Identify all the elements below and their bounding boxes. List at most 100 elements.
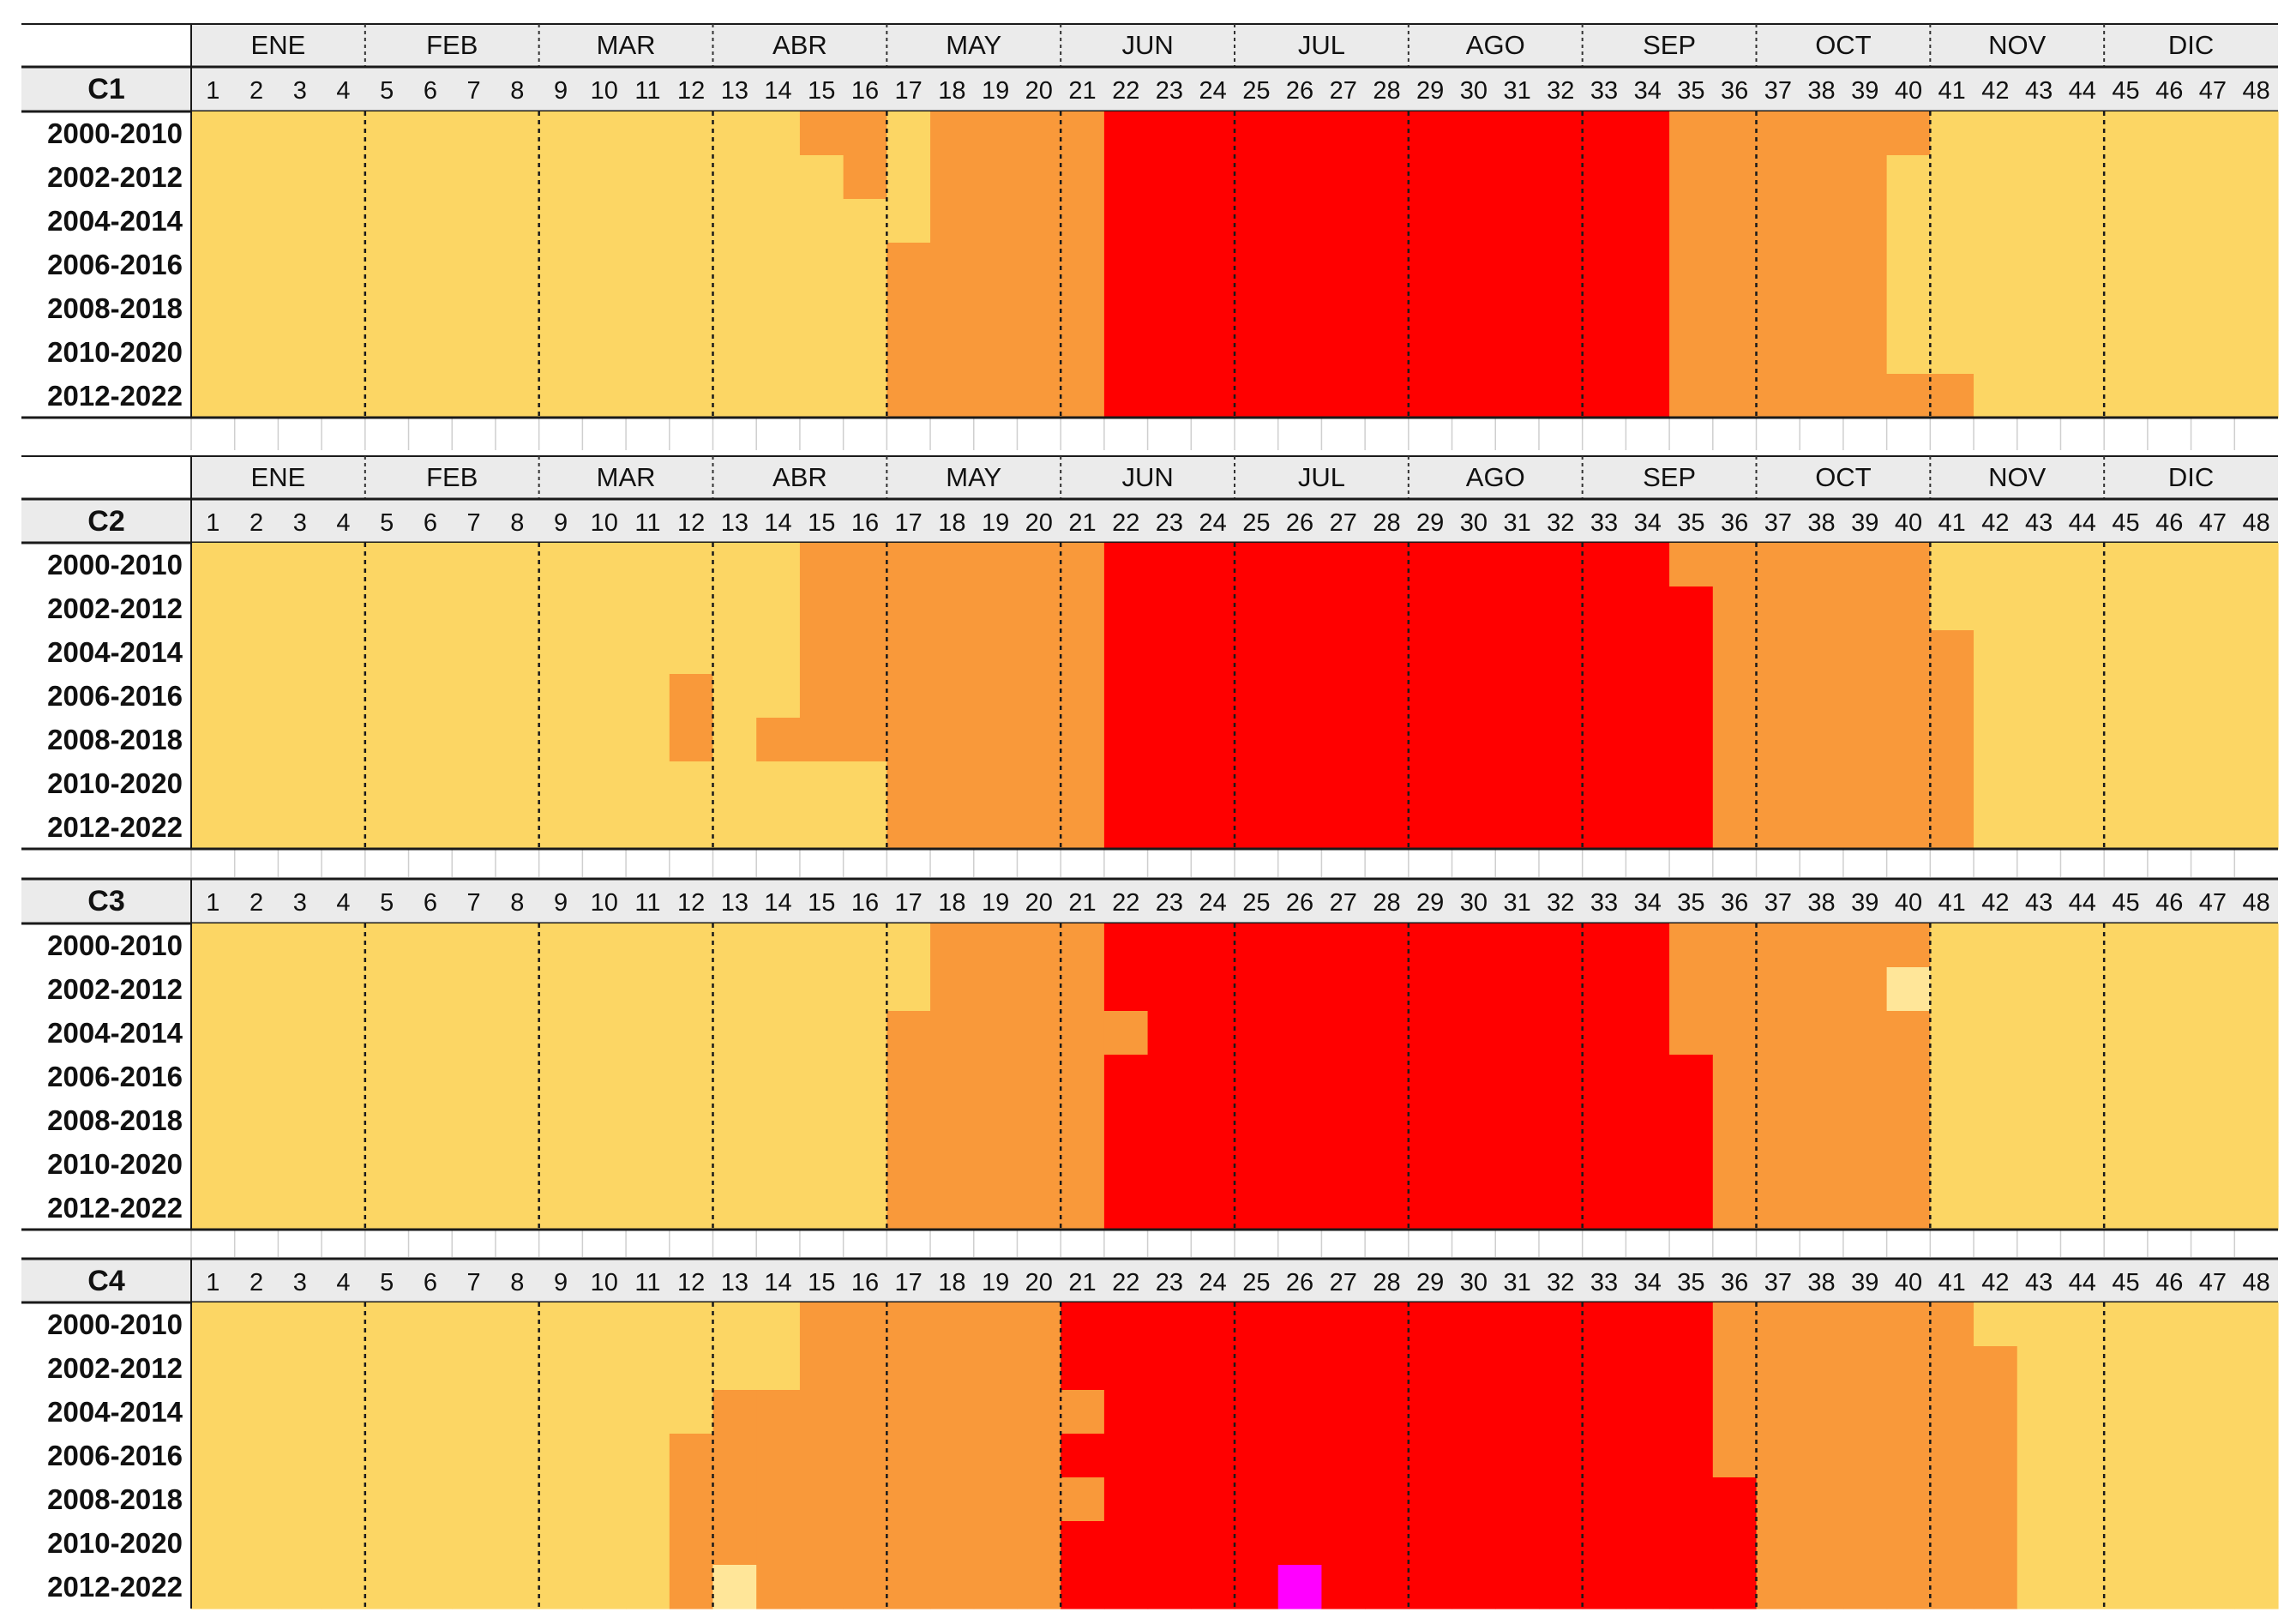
heatmap-cell-c3-4-5: [364, 1055, 410, 1099]
heatmap-cell-c4-1-33: [1582, 1302, 1626, 1347]
week-label: 8: [510, 1269, 524, 1296]
heatmap-cell-c2-4-47: [2191, 674, 2235, 719]
heatmap-cell-c4-6-30: [1452, 1521, 1496, 1566]
heatmap-cell-c1-7-15: [799, 374, 844, 418]
heatmap-cell-c2-2-25: [1235, 586, 1279, 631]
heatmap-cell-c1-4-8: [495, 243, 540, 287]
heatmap-cell-c1-2-35: [1669, 155, 1714, 200]
week-label: 41: [1938, 1269, 1966, 1296]
heatmap-cell-c1-5-36: [1712, 286, 1758, 331]
heatmap-cell-c3-2-34: [1626, 967, 1670, 1012]
heatmap-cell-c2-3-15: [799, 630, 844, 675]
week-label: 42: [1981, 1269, 2009, 1296]
heatmap-cell-c4-6-27: [1321, 1521, 1366, 1566]
period-label: 2006-2016: [47, 680, 183, 712]
heatmap-cell-c2-4-12: [669, 674, 714, 719]
heatmap-cell-c1-2-21: [1061, 155, 1105, 200]
heatmap-cell-c2-6-6: [408, 761, 453, 806]
week-label: 2: [249, 889, 263, 917]
heatmap-cell-c1-2-11: [626, 155, 670, 200]
heatmap-cell-c2-3-35: [1669, 630, 1714, 675]
heatmap-cell-c1-1-2: [234, 111, 279, 156]
heatmap-cell-c3-4-38: [1800, 1055, 1844, 1099]
heatmap-cell-c4-6-5: [364, 1521, 410, 1566]
heatmap-cell-c4-6-9: [538, 1521, 583, 1566]
heatmap-cell-c2-1-45: [2104, 543, 2149, 587]
heatmap-cell-c3-6-14: [756, 1142, 801, 1187]
heatmap-cell-c1-3-43: [2017, 199, 2062, 244]
heatmap-cell-c4-6-25: [1235, 1521, 1279, 1566]
heatmap-cell-c2-1-22: [1103, 543, 1149, 587]
heatmap-cell-c1-6-11: [626, 330, 670, 375]
heatmap-cell-c2-6-35: [1669, 761, 1714, 806]
heatmap-cell-c2-2-30: [1452, 586, 1496, 631]
heatmap-cell-c4-1-41: [1930, 1302, 1974, 1347]
heatmap-cell-c1-5-33: [1582, 286, 1626, 331]
week-label: 13: [721, 509, 748, 537]
week-label: 22: [1112, 509, 1139, 537]
heatmap-cell-c1-5-26: [1277, 286, 1323, 331]
heatmap-cell-c4-2-16: [843, 1346, 887, 1391]
heatmap-cell-c2-3-47: [2191, 630, 2235, 675]
week-label: 25: [1242, 1269, 1270, 1296]
heatmap-cell-c1-7-12: [669, 374, 714, 418]
heatmap-cell-c4-4-5: [364, 1434, 410, 1478]
heatmap-cell-c1-2-9: [538, 155, 583, 200]
heatmap-cell-c1-5-42: [1974, 286, 2018, 331]
heatmap-cell-c4-2-28: [1365, 1346, 1409, 1391]
heatmap-cell-c2-3-36: [1712, 630, 1758, 675]
heatmap-cell-c3-3-16: [843, 1011, 887, 1056]
heatmap-cell-c1-3-38: [1800, 199, 1844, 244]
heatmap-cell-c3-4-21: [1061, 1055, 1105, 1099]
heatmap-cell-c3-7-20: [1017, 1186, 1061, 1230]
heatmap-cell-c2-6-4: [322, 761, 366, 806]
heatmap-cell-c4-6-31: [1495, 1521, 1540, 1566]
heatmap-cell-c2-1-16: [843, 543, 887, 587]
heatmap-cell-c4-6-44: [2060, 1521, 2105, 1566]
heatmap-cell-c4-4-45: [2104, 1434, 2149, 1478]
heatmap-cell-c2-3-7: [452, 630, 496, 675]
heatmap-cell-c2-7-5: [364, 805, 410, 850]
heatmap-cell-c1-4-28: [1365, 243, 1409, 287]
heatmap-cell-c4-4-6: [408, 1434, 453, 1478]
heatmap-cell-c4-4-8: [495, 1434, 540, 1478]
heatmap-cell-c4-6-45: [2104, 1521, 2149, 1566]
week-label: 6: [424, 509, 437, 537]
heatmap-cell-c4-7-34: [1626, 1565, 1670, 1609]
heatmap-cell-c1-6-30: [1452, 330, 1496, 375]
heatmap-cell-c3-3-42: [1974, 1011, 2018, 1056]
week-label: 15: [808, 77, 835, 105]
heatmap-cell-c2-2-7: [452, 586, 496, 631]
week-label: 20: [1025, 77, 1053, 105]
heatmap-cell-c3-2-13: [712, 967, 757, 1012]
week-label: 21: [1068, 509, 1096, 537]
heatmap-cell-c4-5-3: [278, 1477, 322, 1522]
heatmap-cell-c4-4-1: [191, 1434, 236, 1478]
heatmap-cell-c2-5-43: [2017, 718, 2062, 762]
heatmap-cell-c1-1-41: [1930, 111, 1974, 156]
week-label: 6: [424, 77, 437, 105]
heatmap-cell-c3-7-32: [1538, 1186, 1584, 1230]
heatmap-cell-c3-1-30: [1452, 923, 1496, 968]
heatmap-cell-c3-5-42: [1974, 1098, 2018, 1143]
heatmap-cell-c1-6-39: [1842, 330, 1888, 375]
heatmap-cell-c3-4-17: [887, 1055, 931, 1099]
week-label: 36: [1721, 1269, 1748, 1296]
heatmap-cell-c3-7-43: [2017, 1186, 2062, 1230]
heatmap-cell-c1-1-23: [1147, 111, 1192, 156]
heatmap-cell-c4-2-26: [1277, 1346, 1323, 1391]
week-label: 14: [764, 889, 791, 917]
heatmap-cell-c4-1-9: [538, 1302, 583, 1347]
week-label: 33: [1590, 889, 1618, 917]
heatmap-cell-c4-6-18: [930, 1521, 975, 1566]
heatmap-cell-c4-2-14: [756, 1346, 801, 1391]
heatmap-cell-c1-4-24: [1191, 243, 1235, 287]
week-label: 11: [634, 889, 660, 917]
heatmap-cell-c3-4-36: [1712, 1055, 1758, 1099]
heatmap-cell-c4-6-35: [1669, 1521, 1714, 1566]
heatmap-cell-c3-3-36: [1712, 1011, 1758, 1056]
heatmap-cell-c2-5-34: [1626, 718, 1670, 762]
heatmap-cell-c2-4-20: [1017, 674, 1061, 719]
heatmap-cell-c3-3-20: [1017, 1011, 1061, 1056]
heatmap-cell-c2-5-30: [1452, 718, 1496, 762]
